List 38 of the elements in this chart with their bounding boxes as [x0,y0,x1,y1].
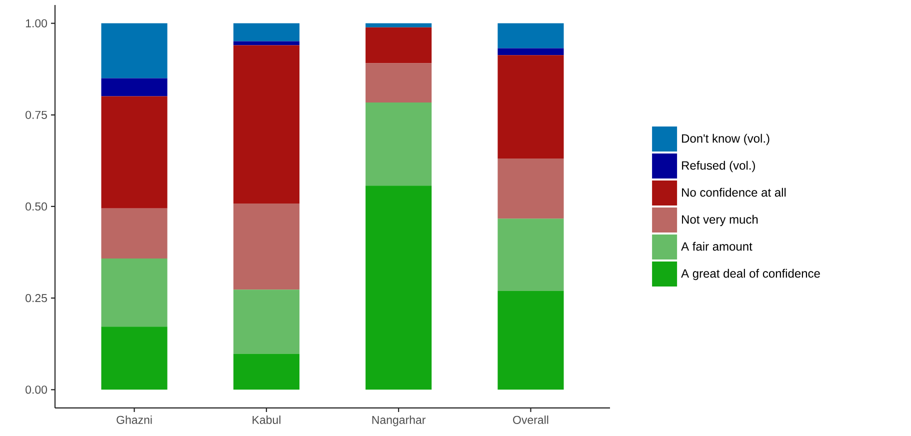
bar [498,158,564,219]
bar [498,48,564,56]
x-tick-label: Nangarhar [372,416,426,426]
bar [233,45,300,204]
bar [101,78,168,96]
legend-label: No confidence at all [682,188,786,197]
y-tick-label: 0.00 [26,386,48,394]
y-tick-label: 1.00 [26,19,48,28]
bar [366,186,432,390]
bar [101,258,168,327]
legend-label: Not very much [682,214,758,226]
bar [498,23,564,48]
x-tick-label: Overall [513,416,548,424]
legend-label: Refused (vol.) [682,160,755,172]
bar [498,218,564,291]
legend-label: Don't know (vol.) [682,134,770,146]
bar [233,290,300,354]
bar [101,208,168,259]
bar [233,204,300,290]
legend-label: A fair amount [681,242,752,251]
bar [498,55,564,158]
x-tick-label: Kabul [252,416,280,424]
y-tick-label: 0.50 [26,202,48,211]
y-tick-label: 0.75 [26,110,47,119]
bar [101,23,168,78]
bar [366,27,432,64]
bar [233,354,300,390]
legend-label: A great deal of confidence [681,268,820,280]
bar [366,23,432,28]
bar [498,290,564,390]
bar [101,326,168,390]
bar [101,96,168,208]
bar [233,23,300,42]
bar [233,41,300,46]
x-tick-label: Ghazni [116,416,152,424]
bar [366,63,432,102]
bar [366,102,432,186]
y-tick-label: 0.25 [26,294,47,302]
